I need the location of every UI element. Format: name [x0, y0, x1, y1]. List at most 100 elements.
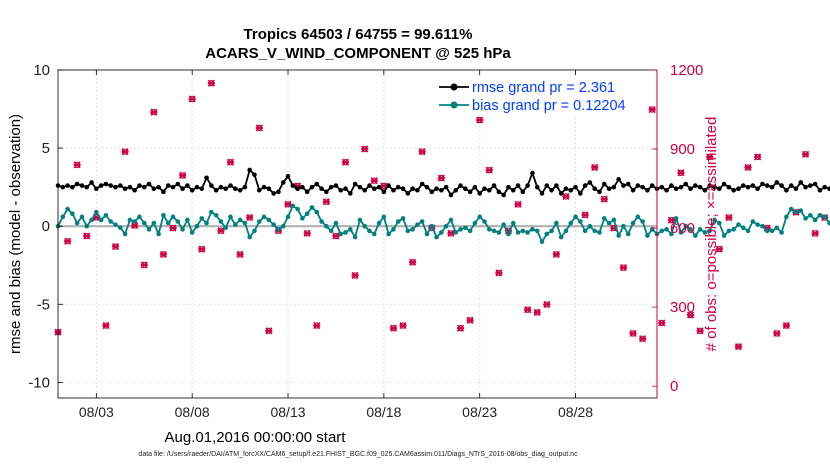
rmse-point [510, 187, 516, 193]
bias-point [218, 219, 224, 224]
rmse-point [117, 183, 123, 188]
rmse-point [693, 183, 698, 188]
obs-assimilated-marker [121, 148, 129, 156]
bias-point [486, 227, 492, 232]
rmse-point [271, 191, 276, 196]
rmse-point [209, 183, 214, 188]
obs-assimilated-marker [437, 174, 445, 182]
bias-point [798, 208, 804, 213]
x-tick-label: 08/13 [270, 404, 305, 420]
bias-point [357, 217, 363, 223]
bias-point [755, 222, 760, 227]
bias-point [549, 228, 554, 234]
bias-point [199, 216, 205, 221]
bias-point [530, 227, 535, 232]
obs-assimilated-marker [351, 271, 359, 280]
rmse-point [343, 186, 348, 192]
rmse-point [621, 183, 626, 188]
y-left-tick-label: 10 [33, 62, 50, 79]
rmse-point [669, 183, 674, 188]
bias-point [774, 225, 780, 231]
obs-assimilated-marker [476, 116, 484, 124]
rmse-point [472, 184, 478, 190]
bias-series-line [57, 204, 830, 244]
rmse-point [707, 183, 713, 188]
bias-point [721, 233, 727, 238]
rmse-point [822, 184, 828, 190]
bias-point [630, 220, 636, 226]
rmse-point [319, 186, 324, 192]
obs-assimilated-marker [198, 245, 206, 253]
rmse-point [233, 186, 238, 192]
rmse-point [740, 183, 746, 188]
rmse-point [161, 189, 166, 195]
bias-point [587, 223, 593, 229]
rmse-point [137, 183, 142, 188]
rmse-point [237, 187, 243, 193]
bias-point [400, 216, 406, 221]
bias-point [467, 228, 473, 234]
bias-point [611, 217, 617, 223]
x-tick-label: 08/23 [462, 404, 497, 420]
rmse-point [218, 184, 224, 190]
bias-point [117, 225, 123, 231]
rmse-point [659, 184, 665, 190]
bias-point [453, 230, 459, 235]
rmse-point [228, 183, 233, 188]
x-tick-label: 08/28 [558, 404, 593, 420]
rmse-point [755, 186, 760, 192]
bias-point [371, 231, 377, 237]
bias-point [616, 233, 621, 238]
obs-assimilated-marker [744, 163, 752, 172]
rmse-point [578, 191, 583, 196]
obs-assimilated-marker [284, 200, 292, 208]
obs-assimilated-marker [332, 232, 340, 240]
bias-point [434, 234, 439, 240]
rmse-point [290, 183, 296, 188]
rmse-point [827, 186, 830, 192]
y-right-tick-label: 900 [670, 141, 695, 158]
bias-point [659, 228, 665, 234]
legend-entry-bias: bias grand pr = 0.12204 [472, 98, 626, 114]
rmse-point [280, 180, 286, 185]
rmse-point [683, 181, 689, 187]
rmse-point [65, 183, 70, 188]
obs-assimilated-marker [150, 108, 158, 116]
bias-point [525, 230, 530, 235]
rmse-point [247, 167, 252, 173]
obs-assimilated-marker [236, 250, 244, 258]
bias-point [376, 220, 382, 226]
bias-point [582, 228, 588, 234]
rmse-point [295, 186, 300, 192]
rmse-point [697, 184, 703, 190]
rmse-point [223, 186, 229, 192]
bias-point [673, 216, 679, 221]
rmse-point [726, 184, 732, 190]
legend-swatch-marker [450, 101, 458, 109]
obs-assimilated-marker [303, 229, 311, 237]
rmse-point [371, 186, 377, 192]
obs-assimilated-marker [102, 321, 110, 330]
bias-point [79, 214, 85, 220]
rmse-point [367, 183, 372, 188]
obs-assimilated-marker [725, 213, 733, 222]
obs-assimilated-marker [140, 261, 148, 269]
rmse-point [309, 184, 315, 190]
bias-point [764, 228, 770, 234]
bias-point [573, 214, 578, 220]
rmse-point [156, 184, 161, 190]
bias-point [391, 227, 396, 232]
bias-point [189, 230, 195, 235]
bias-point [640, 219, 645, 224]
obs-assimilated-marker [188, 95, 196, 103]
legend-swatch-marker [450, 83, 458, 91]
bias-point [290, 203, 296, 209]
rmse-point [793, 186, 799, 192]
rmse-point [165, 183, 171, 188]
rmse-point [736, 186, 741, 192]
rmse-point [678, 184, 684, 190]
bias-point [688, 227, 693, 232]
rmse-point [84, 184, 90, 190]
obs-assimilated-marker [696, 327, 704, 335]
bias-point [386, 231, 391, 237]
